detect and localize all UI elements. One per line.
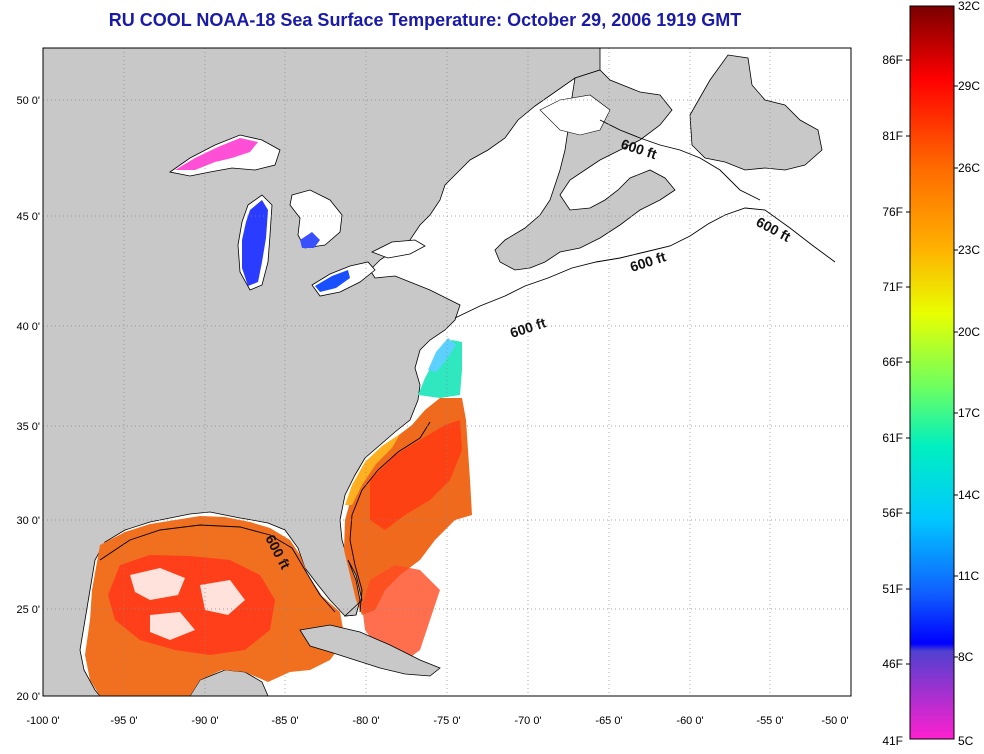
cb-f-51: 51F — [882, 582, 903, 596]
cb-c-23: 23C — [958, 243, 980, 257]
cb-f-71: 71F — [882, 280, 903, 294]
land-florida-tip — [343, 559, 363, 617]
land-north-america — [43, 48, 601, 696]
cb-c-32: 32C — [958, 0, 980, 13]
lon-label-55: -55 0' — [756, 715, 783, 727]
lat-label-30: 30 0' — [16, 515, 40, 527]
colorbar: 86F 81F 76F 71F 66F 61F 56F 51F 46F 41F … — [882, 0, 980, 748]
cb-c-11: 11C — [958, 569, 979, 583]
lon-label-60: -60 0' — [676, 715, 703, 727]
lon-label-70: -70 0' — [514, 715, 541, 727]
lon-label-85: -85 0' — [271, 715, 298, 727]
lon-label-100: -100 0' — [26, 715, 59, 727]
sst-atlantic-gulfstream — [370, 420, 462, 530]
cb-c-5: 5C — [958, 734, 974, 748]
cb-f-41: 41F — [882, 734, 903, 748]
sst-midatlantic-cool — [418, 340, 462, 398]
map-frame — [42, 47, 852, 697]
land-maritimes — [494, 69, 676, 271]
cb-c-14: 14C — [958, 488, 980, 502]
cb-f-86: 86F — [882, 53, 903, 67]
sst-gulf-cloud-gaps — [130, 568, 245, 640]
gulf-st-lawrence — [539, 94, 611, 136]
cb-c-20: 20C — [958, 325, 980, 339]
sst-lake-huron-blue — [300, 232, 320, 248]
lon-label-65: -65 0' — [595, 715, 622, 727]
sst-lake-michigan — [242, 200, 268, 286]
cb-f-61: 61F — [882, 431, 903, 445]
cb-f-81: 81F — [882, 129, 903, 143]
isobath-600ft-lines — [99, 119, 836, 613]
lat-label-50: 50 0' — [16, 95, 40, 107]
lat-label-40: 40 0' — [16, 321, 40, 333]
land-newfoundland — [689, 54, 823, 171]
sst-lake-erie — [315, 270, 350, 292]
lon-label-95: -95 0' — [110, 715, 137, 727]
lon-label-75: -75 0' — [433, 715, 460, 727]
cb-c-17: 17C — [958, 406, 980, 420]
lat-label-45: 45 0' — [16, 211, 40, 223]
cb-c-29: 29C — [958, 79, 980, 93]
colorbar-gradient — [909, 5, 955, 740]
lat-label-25: 25 0' — [16, 604, 40, 616]
lon-label-90: -90 0' — [191, 715, 218, 727]
sst-chesapeake — [428, 338, 456, 372]
colorbar-ticks — [906, 59, 958, 665]
sst-bahamas-scatter — [362, 565, 440, 665]
cb-f-66: 66F — [882, 355, 903, 369]
lon-label-80: -80 0' — [352, 715, 379, 727]
lake-ontario — [371, 239, 426, 259]
cb-f-56: 56F — [882, 506, 903, 520]
land-cuba — [299, 624, 441, 677]
map-area: 600 ft 600 ft 600 ft 600 ft 600 ft — [43, 48, 851, 696]
longitude-labels: -100 0' -95 0' -90 0' -85 0' -80 0' -75 … — [26, 715, 848, 727]
latitude-labels: 50 0' 45 0' 40 0' 35 0' 30 0' 25 0' 20 0… — [16, 95, 40, 703]
lon-label-50: -50 0' — [821, 715, 848, 727]
cb-f-46: 46F — [882, 657, 903, 671]
cb-c-8: 8C — [958, 650, 974, 664]
lat-label-20: 20 0' — [16, 691, 40, 703]
lake-huron — [289, 189, 343, 249]
sst-carolina-nearshore — [345, 434, 400, 505]
cb-f-76: 76F — [882, 205, 903, 219]
cb-c-26: 26C — [958, 161, 980, 175]
map-title: RU COOL NOAA-18 Sea Surface Temperature:… — [108, 10, 742, 30]
graticule — [43, 48, 851, 696]
lat-label-35: 35 0' — [16, 421, 40, 433]
sst-lake-superior — [175, 138, 258, 170]
